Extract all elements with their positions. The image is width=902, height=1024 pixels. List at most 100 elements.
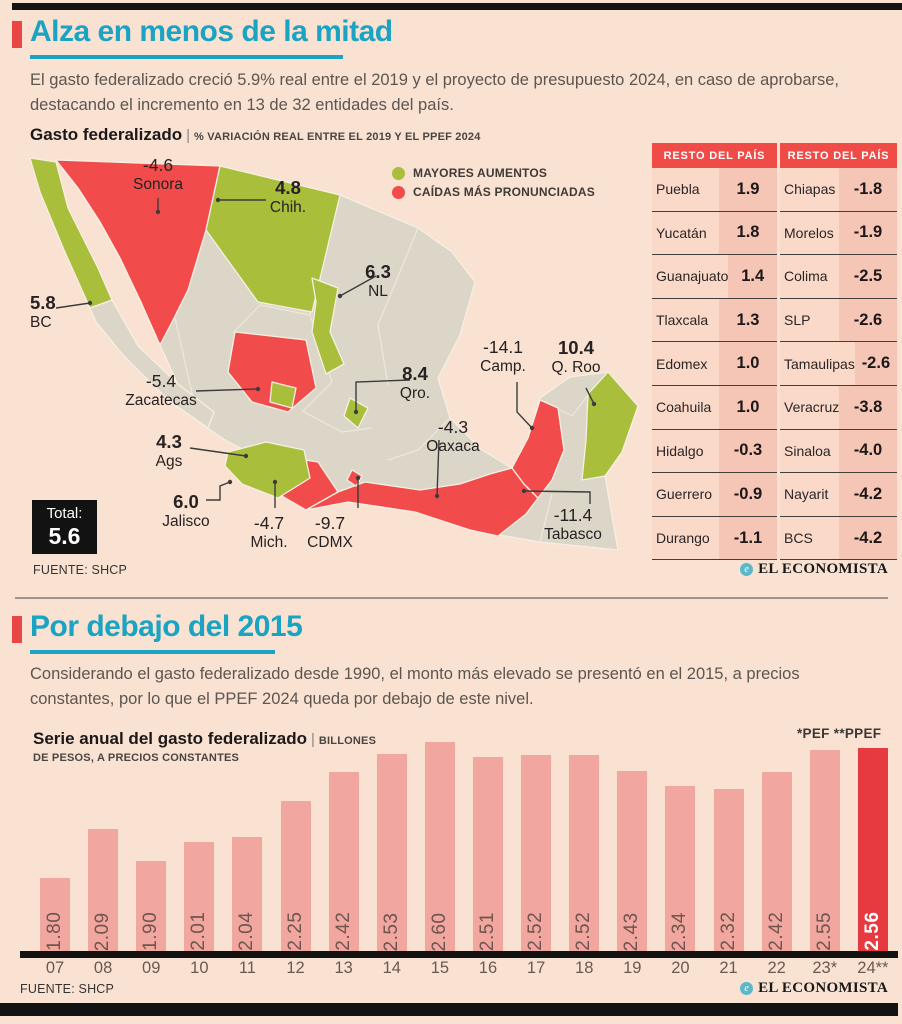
state-name: SLP [784, 312, 811, 329]
bar-chart-unit2: DE PESOS, A PRECIOS CONSTANTES [33, 752, 240, 764]
x-axis-tick-label: 15 [430, 959, 450, 977]
map-label: -4.7 Mich. [250, 514, 287, 552]
map-chart-label: Gasto federalizado |% VARIACIÓN REAL ENTR… [30, 125, 481, 145]
bar: 2.52 [521, 755, 552, 951]
state-name: Guanajuato [656, 268, 729, 285]
map-label-state: Oaxaca [426, 437, 480, 455]
section1-bullet [12, 21, 22, 48]
legend-label: MAYORES AUMENTOS [413, 166, 548, 180]
x-axis-line [20, 951, 898, 958]
section1-title-underline [30, 55, 343, 59]
map-label: -5.4 Zacatecas [125, 372, 197, 410]
region-table: RESTO DEL PAÍS Puebla 1.9 Yucatán 1.8 Guanaju… [652, 143, 777, 561]
bar-value-label: 2.01 [188, 912, 210, 951]
bar: 2.43 [617, 770, 648, 951]
bar: 2.01 [184, 842, 215, 951]
bar-value-label: 2.60 [428, 912, 450, 951]
map-label-value: -11.4 [553, 505, 593, 525]
map-label: 5.8 BC [30, 293, 56, 332]
x-axis-tick-label: 12 [286, 959, 305, 977]
map-region-campeche [511, 399, 565, 499]
state-value: -2.6 [839, 298, 897, 342]
x-axis-labels: 07 08 09 10 11 12 13 14 15 16 17 18 19 20 21 22 23* 24** [40, 959, 889, 978]
region-table: RESTO DEL PAÍS Chiapas -1.8 Morelos -1.9 Coli… [780, 143, 897, 561]
bar: 1.80 [40, 878, 70, 951]
map-region-chihuahua [205, 165, 341, 313]
x-axis-tick-label: 19 [623, 959, 642, 977]
map-leader-lines [55, 198, 595, 508]
state-value: -1.8 [839, 168, 897, 211]
map-label: -14.1 Camp. [480, 338, 526, 376]
map-label-state: CDMX [307, 533, 353, 551]
bar-chart: 1.80 2.09 1.90 2.01 2.04 2.25 2.42 2.53 2.60 2.51… [40, 739, 888, 951]
x-axis-tick-label: 13 [334, 959, 353, 977]
map-label-state: NL [368, 282, 388, 300]
map-label-value: 4.8 [275, 177, 301, 198]
x-axis-tick-label: 24** [857, 959, 889, 977]
state-name: Nayarit [784, 486, 829, 503]
section1-brand: e EL ECONOMISTA [740, 561, 888, 578]
table-row: Colima -2.5 [780, 255, 897, 299]
map-region-quintana-roo [581, 371, 639, 481]
map-label-value: -14.1 [483, 337, 523, 357]
state-value: 1.0 [719, 342, 777, 385]
map-chart-label-sub: % VARIACIÓN REAL ENTRE EL 2019 Y EL PPEF… [194, 131, 481, 143]
x-axis-tick-label: 16 [478, 959, 498, 977]
state-value: 1.0 [719, 385, 777, 429]
map-label: 4.3 Ags [156, 432, 183, 471]
bar: 2.32 [713, 789, 744, 951]
table-row: Edomex 1.0 [652, 342, 777, 386]
brand-logo-text: EL ECONOMISTA [758, 980, 888, 996]
state-name: Tlaxcala [656, 312, 709, 329]
map-region-baja-california-sur [89, 299, 215, 429]
total-label: Total: [46, 504, 83, 522]
map-label-state: Qro. [399, 384, 431, 402]
bar-value-label: 2.56 [861, 912, 883, 951]
map-region-aguascalientes [269, 381, 297, 409]
bar-value-label: 2.32 [717, 912, 739, 951]
map-label-value: 5.8 [30, 292, 56, 313]
bar: 2.52 [569, 755, 600, 951]
map-label: -11.4 Tabasco [544, 506, 602, 544]
total-box: Total: 5.6 [32, 500, 97, 554]
bar-value-label: 1.90 [140, 912, 162, 951]
map-label-value: -5.4 [145, 371, 177, 391]
table-row: Yucatán 1.8 [652, 211, 777, 256]
table-row: Guerrero -0.9 [652, 473, 777, 517]
bar-value-label: 2.34 [669, 912, 691, 951]
bar-chart-legend-note: *PEF **PPEF [797, 726, 882, 741]
section2-brand: e EL ECONOMISTA [740, 980, 888, 997]
state-name: Guerrero [656, 486, 713, 503]
map-label-value: -4.7 [253, 513, 285, 533]
state-value: 1.9 [719, 168, 777, 211]
state-name: Puebla [656, 181, 700, 198]
map-label-state: Zacatecas [125, 391, 197, 409]
brand-logo-text: EL ECONOMISTA [758, 561, 888, 577]
x-axis-tick-label: 18 [575, 959, 594, 977]
bar-value-label: 2.52 [573, 912, 595, 951]
bar-value-label: 2.53 [380, 912, 402, 951]
bar: 2.04 [232, 837, 263, 951]
mexico-map: -4.6 Sonora 4.8 Chih. 5.8 BC 6.3 NL -5.4 Zacateca… [20, 150, 645, 570]
bar: 2.51 [472, 756, 503, 951]
state-value: -2.5 [839, 255, 897, 298]
table-row: Durango -1.1 [652, 516, 777, 561]
section1-title: Alza en menos de la mitad [30, 15, 393, 48]
table-row: Guanajuato 1.4 [652, 255, 777, 299]
map-label-value: -4.6 [142, 155, 174, 175]
section-divider [15, 597, 888, 599]
map-label-state: Ags [155, 452, 183, 470]
legend-dot-icon [392, 185, 405, 199]
x-axis-tick-label: 14 [382, 959, 401, 977]
table-header: RESTO DEL PAÍS [780, 143, 897, 168]
map-leader-dots [87, 197, 597, 499]
x-axis-tick-label: 21 [719, 959, 738, 977]
bar: 2.42 [761, 772, 792, 951]
table-row: SLP -2.6 [780, 298, 897, 343]
x-axis-tick-label: 11 [238, 959, 256, 977]
state-value: -1.9 [839, 211, 897, 255]
bar-value-label: 2.55 [813, 912, 835, 951]
map-label: 6.0 Jalisco [162, 492, 209, 531]
state-value: 1.4 [728, 255, 777, 298]
